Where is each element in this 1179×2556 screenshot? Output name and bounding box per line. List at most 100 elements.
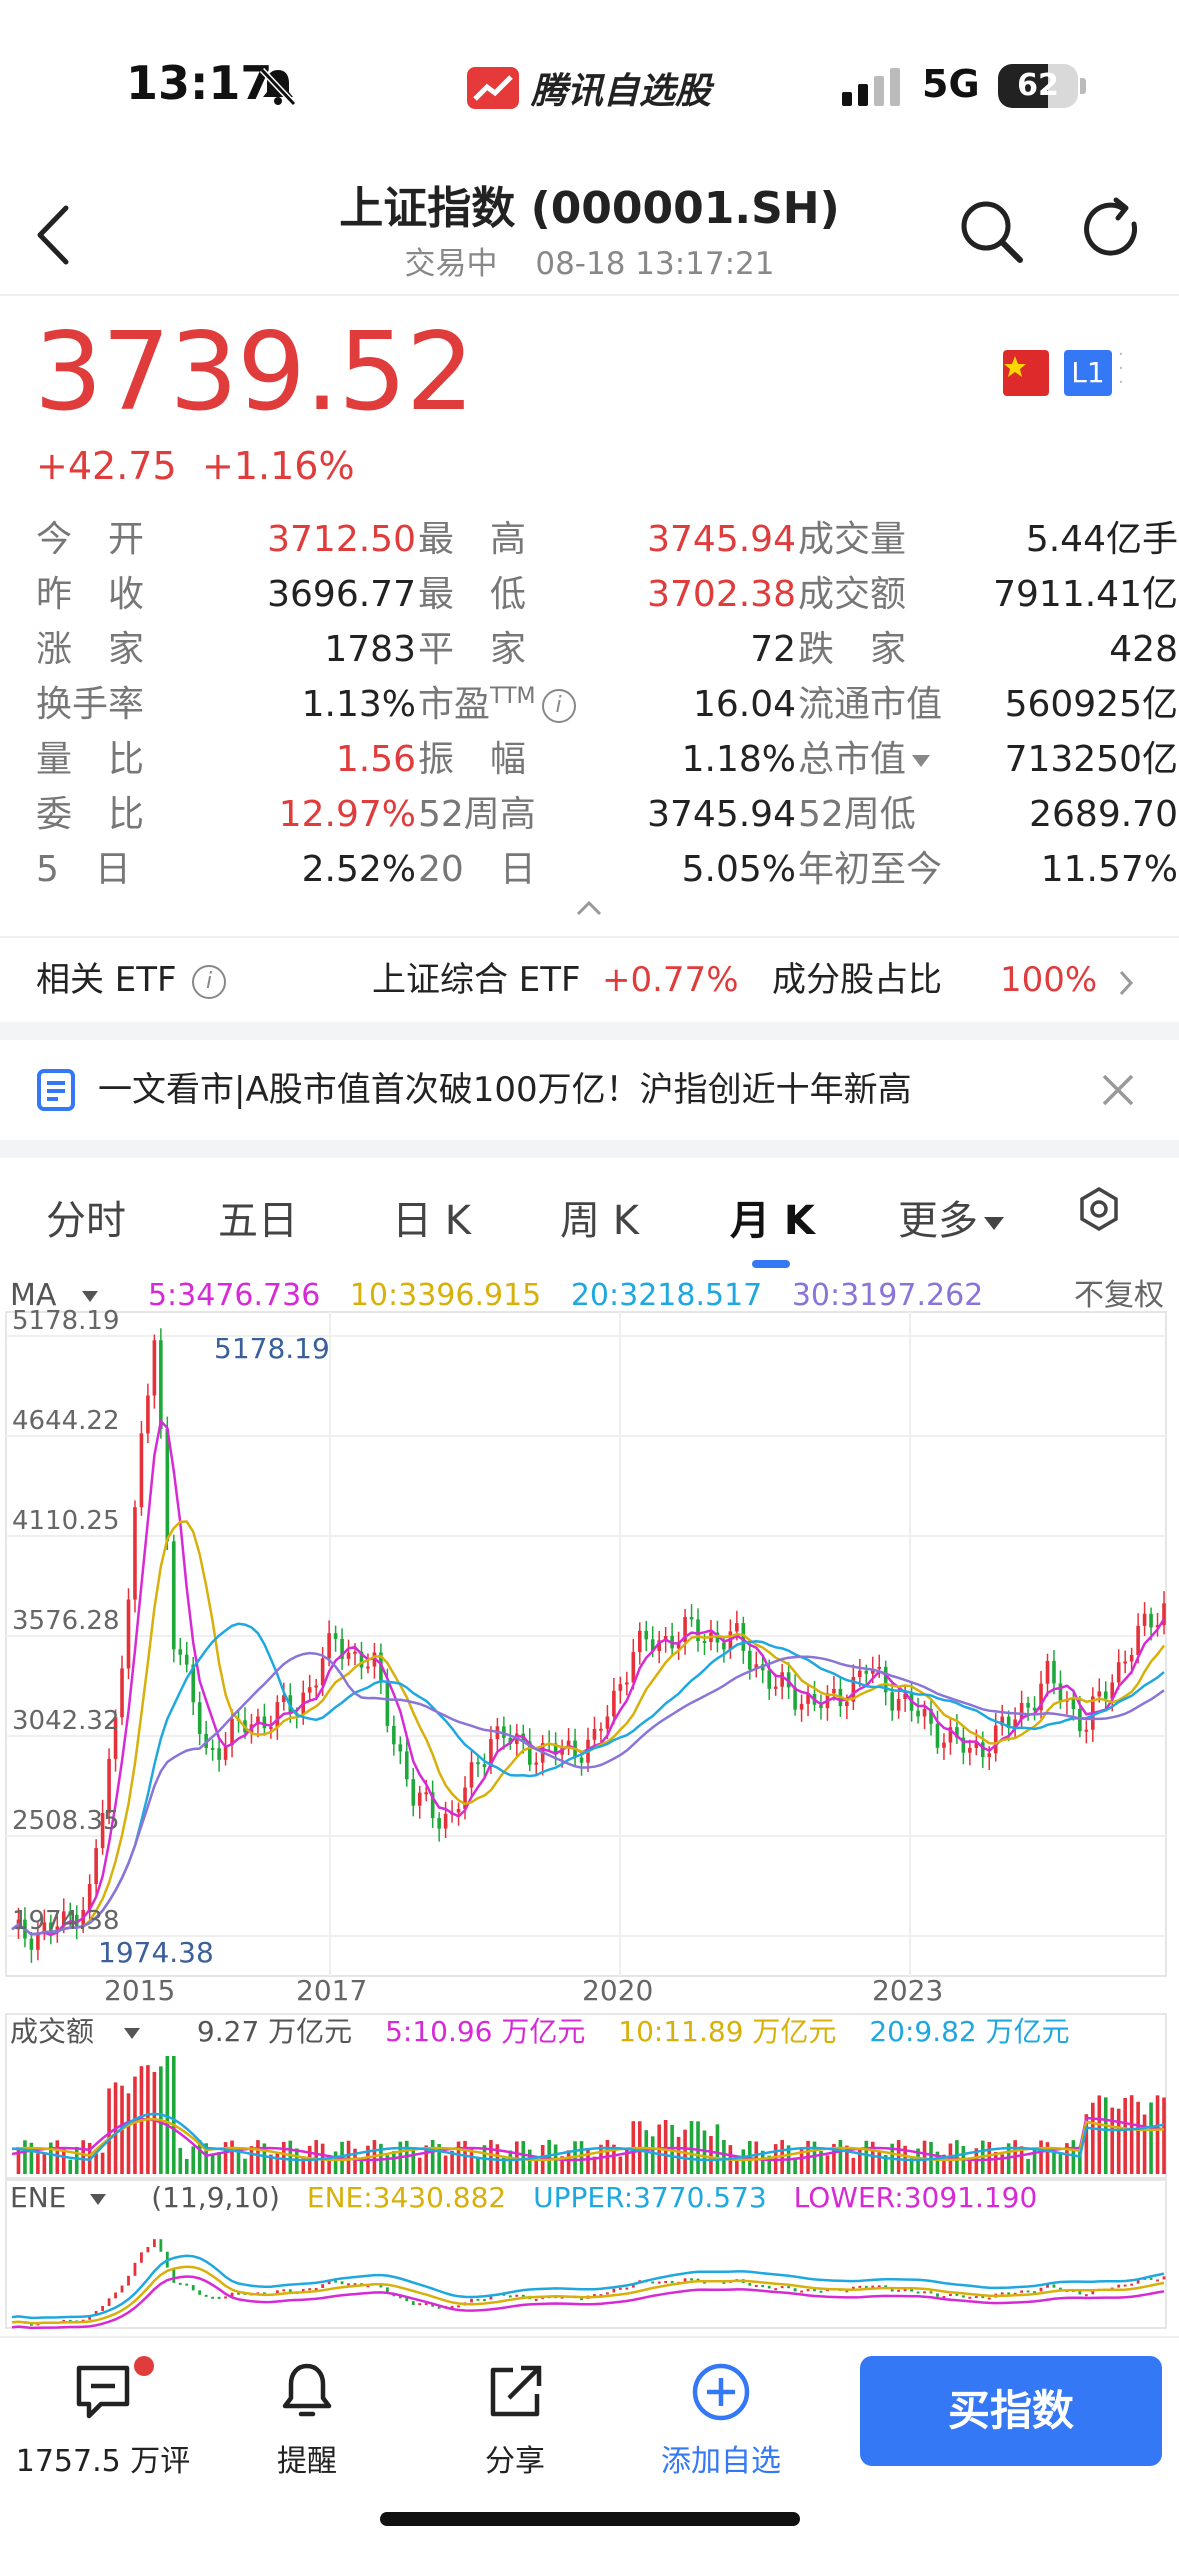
volume-bar: [23, 2140, 27, 2174]
volume-bar: [1136, 2101, 1140, 2174]
volume-bar: [1019, 2146, 1024, 2174]
buy-index-button[interactable]: 买指数: [860, 2356, 1162, 2466]
ene-candle: [405, 2297, 409, 2302]
volume-bar: [469, 2149, 474, 2174]
info-icon[interactable]: i: [192, 964, 226, 999]
back-chevron-icon[interactable]: [28, 200, 78, 270]
ene-candle: [987, 2297, 991, 2300]
candle-body: [754, 1664, 759, 1670]
volume-bar: [845, 2145, 849, 2174]
share-button[interactable]: 分享: [420, 2360, 610, 2480]
candle-body: [625, 1682, 629, 1685]
remind-button[interactable]: 提醒: [212, 2360, 402, 2480]
ene-candle: [858, 2285, 862, 2288]
candle-body: [806, 1693, 810, 1704]
volume-bar: [346, 2140, 351, 2174]
stats-row: 5 日 2.52% 20 日 5.05% 年初至今 11.57%: [36, 842, 1178, 897]
ene-candle: [890, 2288, 894, 2292]
ene-candle: [140, 2252, 143, 2263]
collapse-chevron-icon[interactable]: [574, 898, 604, 918]
volume-bar: [133, 2076, 137, 2174]
volume-bar: [877, 2151, 882, 2174]
stat-value: 11.57%: [1040, 849, 1178, 890]
candle-body: [456, 1809, 461, 1813]
volume-bar: [29, 2142, 34, 2174]
candle-body: [184, 1654, 189, 1665]
caret-down-icon[interactable]: [912, 755, 931, 767]
related-etf-row[interactable]: 相关 ETF i 上证综合 ETF +0.77% 成分股占比 100%: [0, 936, 1179, 1020]
candle-body: [612, 1690, 616, 1717]
volume-legend-label[interactable]: 成交额: [10, 2015, 164, 2048]
ene-candle: [230, 2292, 234, 2297]
ene-candle: [515, 2294, 519, 2297]
candle-body: [307, 1687, 312, 1693]
tab-intraday[interactable]: 分时: [46, 1198, 126, 1244]
settings-icon[interactable]: [1076, 1186, 1122, 1232]
candle-body: [353, 1651, 357, 1654]
kline-chart-svg[interactable]: [0, 1274, 1179, 2334]
etf-ratio: 100%: [1000, 960, 1098, 1000]
candle-body: [29, 1938, 34, 1950]
volume-ma5-line: [11, 2116, 1165, 2162]
tab-monthly-k[interactable]: 月 K: [730, 1198, 815, 1244]
candle-body: [650, 1639, 655, 1652]
volume-bar: [618, 2156, 623, 2174]
x-tick-label: 2015: [104, 1974, 176, 2007]
volume-bar: [81, 2140, 85, 2174]
volume-bar: [1149, 2102, 1153, 2174]
level1-badge[interactable]: L1: [1064, 350, 1112, 396]
search-icon[interactable]: [956, 196, 1026, 266]
stat-value: 3745.94: [647, 519, 796, 560]
max-price-label: 5178.19: [214, 1332, 330, 1365]
volume-bar: [819, 2151, 823, 2174]
volume-ma5: 5:10.96 万亿元: [385, 2015, 586, 2048]
tab-daily-k[interactable]: 日 K: [392, 1198, 471, 1244]
adjust-mode[interactable]: 不复权: [1074, 1278, 1164, 1313]
volume-legend: 成交额 9.27 万亿元 5:10.96 万亿元 10:11.89 万亿元 20…: [10, 2012, 1094, 2052]
volume-bar: [916, 2148, 920, 2174]
ma-legend-label[interactable]: MA: [10, 1278, 118, 1313]
app-label: 腾讯自选股: [465, 62, 711, 114]
volume-bar: [754, 2141, 759, 2174]
volume-bar: [463, 2140, 467, 2174]
ene-legend-label[interactable]: ENE: [10, 2181, 124, 2214]
candle-body: [1123, 1661, 1127, 1664]
status-time: 13:17: [126, 56, 273, 110]
caret-down-icon: [984, 1216, 1004, 1230]
news-banner[interactable]: 一文看市|A股市值首次破100万亿！沪指创近十年新高: [0, 1040, 1179, 1140]
volume-bar: [1065, 2143, 1069, 2174]
candle-body: [171, 1541, 176, 1650]
tab-weekly-k[interactable]: 周 K: [560, 1198, 639, 1244]
volume-bar: [275, 2151, 280, 2174]
volume-bar: [722, 2140, 726, 2174]
ene-candle: [282, 2289, 286, 2292]
candle-body: [36, 1932, 40, 1950]
kline-chart-area[interactable]: [0, 1274, 1179, 2334]
volume-bar: [236, 2148, 241, 2174]
tab-five-day[interactable]: 五日: [218, 1198, 298, 1244]
volume-bar: [443, 2155, 448, 2174]
candle-body: [359, 1651, 364, 1668]
more-dots-icon[interactable]: · · ·: [1118, 344, 1124, 393]
close-icon[interactable]: [1098, 1070, 1138, 1110]
volume-bar: [1110, 2107, 1115, 2174]
stat-value: 5.05%: [681, 849, 796, 890]
tab-more[interactable]: 更多: [898, 1188, 1004, 1246]
volume-bar: [832, 2143, 836, 2174]
volume-bar: [288, 2140, 293, 2174]
volume-ma10: 10:11.89 万亿元: [618, 2015, 837, 2048]
add-watchlist-button[interactable]: 添加自选: [626, 2360, 816, 2480]
candle-body: [314, 1685, 318, 1688]
refresh-icon[interactable]: [1076, 194, 1146, 264]
y-tick-label: 3576.28: [12, 1606, 120, 1636]
candle-body: [508, 1737, 513, 1744]
volume-bar: [1026, 2158, 1030, 2174]
ene-candle: [606, 2292, 609, 2295]
volume-bar: [1097, 2095, 1102, 2174]
volume-bar: [74, 2146, 79, 2174]
info-icon[interactable]: i: [541, 689, 576, 723]
candle-body: [113, 1717, 118, 1759]
news-headline[interactable]: 一文看市|A股市值首次破100万亿！沪指创近十年新高: [98, 1070, 912, 1110]
comments-button[interactable]: 1757.5 万评: [8, 2360, 198, 2480]
candle-body: [955, 1727, 959, 1738]
